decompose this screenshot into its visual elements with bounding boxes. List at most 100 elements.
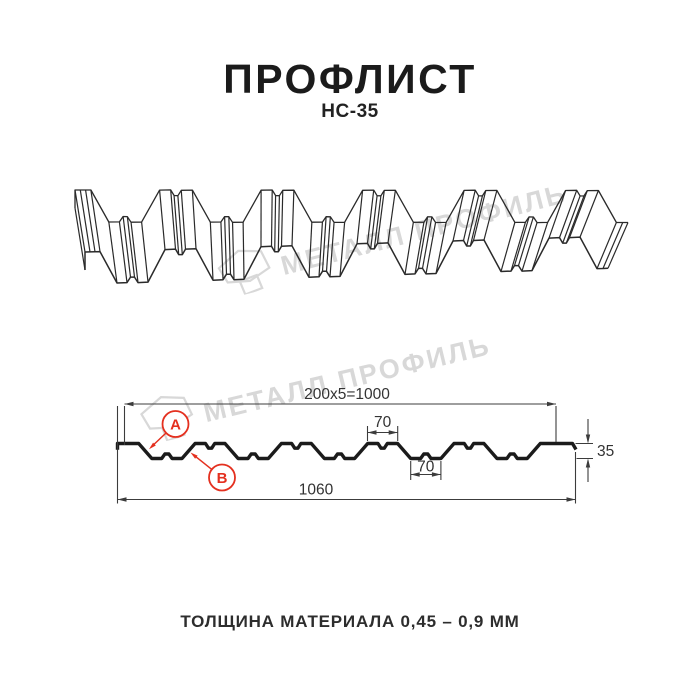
extrusion-line xyxy=(170,189,177,250)
far-edge-profile xyxy=(74,189,628,224)
extrusion-line xyxy=(177,195,183,255)
extrusion-line xyxy=(270,190,273,247)
dim-valley-width-arrowhead xyxy=(431,472,441,477)
extrusion-line xyxy=(517,216,534,266)
extrusion-line xyxy=(414,222,425,275)
extrusion-line xyxy=(469,195,483,247)
label-a-arrowhead xyxy=(149,442,156,450)
extrusion-line xyxy=(370,195,378,249)
extrusion-line xyxy=(417,216,429,269)
extrusion-line xyxy=(118,221,128,283)
near-edge-profile xyxy=(84,236,609,284)
extrusion-line xyxy=(325,216,331,272)
extrusion-line xyxy=(122,216,132,278)
extrusion-line xyxy=(74,189,86,253)
extrusion-line xyxy=(141,221,149,283)
extrusion-line xyxy=(280,190,284,247)
extrusion-line xyxy=(180,190,187,250)
extrusion-line xyxy=(510,222,527,272)
extrusion-line xyxy=(191,190,197,249)
extrusion-line xyxy=(607,222,629,269)
label-b-circle xyxy=(208,463,236,492)
extrusion-line xyxy=(158,190,166,250)
dim-height-upper-arrowhead xyxy=(585,434,591,444)
extrusion-line xyxy=(421,216,433,269)
extrusion-line xyxy=(224,216,228,275)
extrusion-line xyxy=(231,222,235,280)
extrusion-line xyxy=(108,221,118,284)
dim-crest-width-arrowhead xyxy=(367,430,377,435)
profile-model-subtitle: НС-35 xyxy=(321,101,379,122)
extrusion-line xyxy=(452,190,465,242)
extrusion-line xyxy=(425,222,437,275)
extrusion-line xyxy=(242,222,245,280)
dim-height-lower-arrowhead xyxy=(585,458,591,468)
extrusion-line xyxy=(90,189,101,252)
extrusion-line xyxy=(366,190,375,244)
extrusion-line xyxy=(173,195,180,255)
dim-valley-width-value: 70 xyxy=(417,459,435,476)
extrusion-line xyxy=(466,195,480,247)
extrusion-line xyxy=(220,221,224,280)
extrusion-line xyxy=(500,222,516,272)
extrusion-line xyxy=(513,216,530,266)
extrusion-line xyxy=(387,190,396,243)
dim-crest-width-arrowhead xyxy=(388,430,398,435)
page-title: ПРОФЛИСТ xyxy=(223,56,477,102)
extrusion-line xyxy=(339,222,346,277)
extrusion-line xyxy=(483,190,498,241)
extrusion-line xyxy=(521,222,538,272)
dimensions: 200x5=1000 1060 70 70 35 xyxy=(116,386,614,504)
extrusion-line xyxy=(531,222,549,271)
extrusion-line xyxy=(562,195,581,244)
extrusion-line xyxy=(277,195,280,252)
sheet-left-edge-line xyxy=(74,207,86,271)
extrusion-line xyxy=(130,222,139,283)
dim-valley-width-arrowhead xyxy=(410,472,420,477)
callout-labels: AB xyxy=(149,410,236,492)
dim-working-width-value: 200x5=1000 xyxy=(304,386,390,403)
extrusion-line xyxy=(596,222,617,269)
extrusion-line xyxy=(126,216,136,278)
extrusion-line xyxy=(435,222,447,274)
extrusion-line xyxy=(274,195,277,252)
extrusion-line xyxy=(558,190,578,238)
extrusion-line xyxy=(228,216,232,275)
thickness-note: ТОЛЩИНА МАТЕРИАЛА 0,45 – 0,9 ММ xyxy=(180,612,520,631)
extrusion-line xyxy=(373,195,382,249)
extrusion-line xyxy=(376,190,385,244)
extrusion-line xyxy=(602,222,624,269)
label-b-text: B xyxy=(217,470,228,487)
extrusion-line xyxy=(579,190,599,238)
dim-total-width-arrowhead xyxy=(117,497,127,502)
extrusion-line xyxy=(356,190,364,244)
dim-crest-width-value: 70 xyxy=(374,414,392,431)
dim-total-width-arrowhead xyxy=(566,497,576,502)
extrusion-line xyxy=(568,190,588,238)
dim-working-width-arrowhead xyxy=(124,401,134,407)
label-b-arrowhead xyxy=(190,452,198,459)
label-a-circle xyxy=(161,410,190,438)
extrusion-line xyxy=(308,222,313,278)
label-a-text: A xyxy=(170,417,181,434)
extrusion-line xyxy=(472,190,487,241)
extrusion-line xyxy=(404,222,414,275)
extrusion-line xyxy=(209,222,214,281)
profile-3d-view xyxy=(74,189,629,284)
extrusion-line xyxy=(329,222,335,277)
cross-section-view xyxy=(115,441,578,461)
extrusion-line xyxy=(84,189,96,252)
extrusion-line xyxy=(79,189,91,252)
dim-working-width-arrowhead xyxy=(547,401,556,407)
profile-cross-section-path xyxy=(115,441,578,461)
dim-total-width-value: 1060 xyxy=(299,482,334,499)
extrusion-line xyxy=(462,190,476,241)
extrusion-line xyxy=(548,190,567,239)
extrusion-line xyxy=(291,190,295,246)
dim-height-value: 35 xyxy=(597,443,614,460)
extrusion-line xyxy=(565,195,585,244)
extrusion-line xyxy=(321,216,327,272)
extrusion-line xyxy=(318,222,324,277)
